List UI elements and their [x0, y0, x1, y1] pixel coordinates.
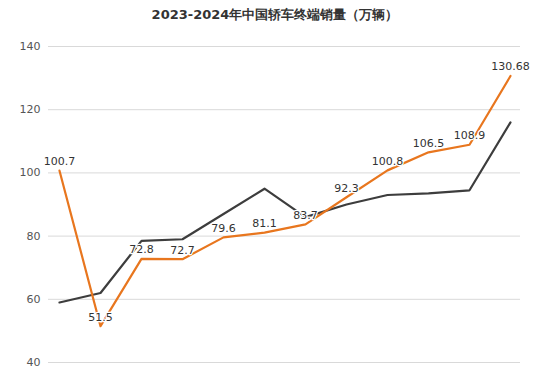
- svg-text:92.3: 92.3: [334, 182, 359, 195]
- svg-text:140: 140: [20, 40, 41, 53]
- svg-text:79.6: 79.6: [211, 222, 236, 235]
- svg-text:51.5: 51.5: [88, 311, 113, 324]
- svg-text:100.8: 100.8: [372, 155, 404, 168]
- svg-text:80: 80: [27, 230, 41, 243]
- svg-text:83.7: 83.7: [293, 209, 318, 222]
- svg-text:72.8: 72.8: [129, 243, 154, 256]
- svg-text:108.9: 108.9: [454, 129, 486, 142]
- svg-text:40: 40: [27, 356, 41, 369]
- html-text:2023-2024年中国轿车终端销量（万辆）: 2023-2024年中国轿车终端销量（万辆）: [151, 7, 399, 22]
- svg-text:130.68: 130.68: [491, 60, 530, 73]
- svg-text:106.5: 106.5: [413, 137, 445, 150]
- svg-text:100: 100: [20, 166, 41, 179]
- svg-text:60: 60: [27, 293, 41, 306]
- svg-text:81.1: 81.1: [252, 217, 277, 230]
- svg-text:100.7: 100.7: [44, 155, 76, 168]
- svg-text:72.7: 72.7: [170, 244, 195, 257]
- svg-text:120: 120: [20, 103, 41, 116]
